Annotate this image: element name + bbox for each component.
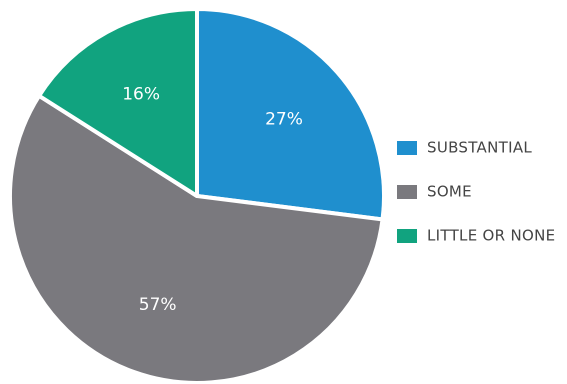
legend-swatch-substantial <box>397 141 417 155</box>
slice-label-some: 57% <box>139 295 177 315</box>
legend-swatch-some <box>397 185 417 199</box>
pie-slice-some <box>8 93 385 384</box>
legend-label-some: SOME <box>427 183 472 201</box>
slice-label-little-or-none: 16% <box>122 84 160 104</box>
legend-item-some: SOME <box>397 183 472 201</box>
chart-legend: SUBSTANTIAL SOME LITTLE OR NONE <box>397 139 555 245</box>
pie-slice-substantial <box>195 7 387 222</box>
pie-slice-labels: 27% 57% 16% <box>122 84 303 315</box>
pie-slice-little-or-none <box>37 7 199 198</box>
legend-swatch-little-or-none <box>397 229 417 243</box>
legend-item-little-or-none: LITTLE OR NONE <box>397 227 555 245</box>
legend-label-little-or-none: LITTLE OR NONE <box>427 227 555 245</box>
slice-label-substantial: 27% <box>265 109 303 129</box>
legend-item-substantial: SUBSTANTIAL <box>397 139 532 157</box>
pie-slices <box>8 7 387 384</box>
legend-label-substantial: SUBSTANTIAL <box>427 139 532 157</box>
